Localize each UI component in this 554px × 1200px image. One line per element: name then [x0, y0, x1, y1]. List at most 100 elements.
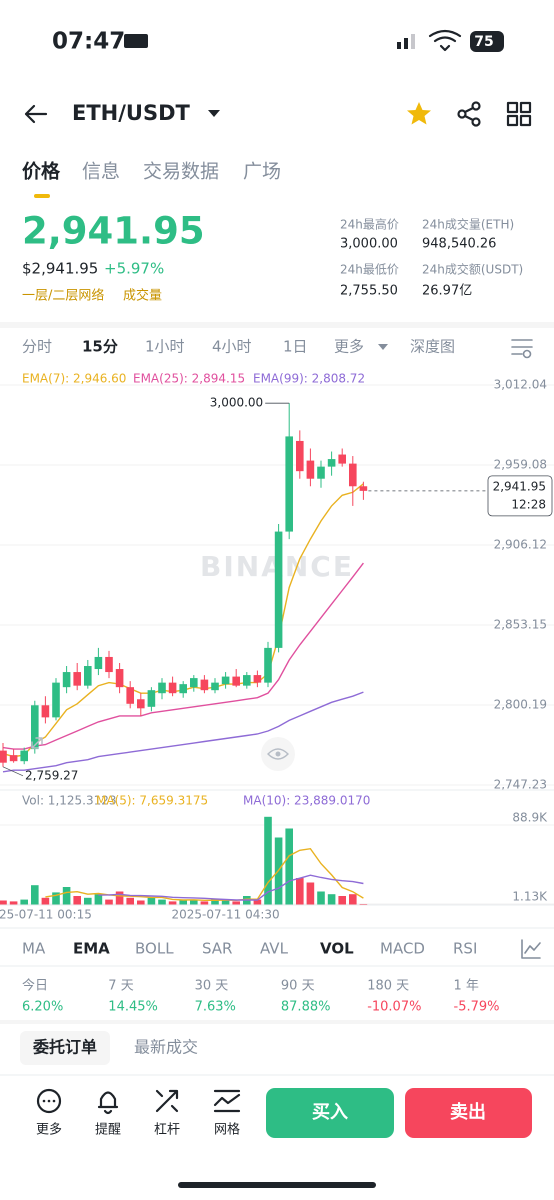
candle-body: [158, 682, 166, 694]
price-change: +5.97%: [104, 260, 164, 278]
price-box: [487, 475, 553, 517]
candle-body: [52, 682, 60, 718]
stat-label: 24h成交额(USDT): [422, 262, 523, 277]
legend-entry: EMA(25): 2,894.15: [133, 372, 245, 386]
candle-body: [274, 531, 283, 648]
tab[interactable]: 交易数据: [143, 161, 219, 183]
volume-bar: [20, 899, 28, 905]
buy-button[interactable]: [266, 1088, 394, 1138]
y-tick-label: 2,747.23: [494, 778, 547, 792]
pair-title[interactable]: ETH/USDT: [72, 101, 191, 125]
y-tick-label: 88.9K: [512, 810, 548, 824]
candle-body: [20, 750, 28, 762]
indicator[interactable]: AVL: [260, 940, 289, 958]
tab[interactable]: 信息: [82, 161, 120, 183]
candle-body: [317, 466, 325, 479]
volume-bar: [105, 899, 113, 905]
volume-chart: Vol: 1,125.3123 88.9K 1.13K MA(5): 7,659.31…: [0, 789, 554, 906]
volume-bar: [317, 891, 325, 905]
candle-body: [285, 436, 293, 532]
volume-bar: [190, 899, 198, 905]
expand-icon[interactable]: [31, 737, 43, 749]
candle-body: [232, 676, 240, 686]
low-label: 2,759.27: [25, 768, 78, 782]
divider: [0, 322, 554, 328]
volume-bar: [73, 896, 81, 905]
volume-bar: [264, 816, 272, 905]
divider: [0, 1020, 554, 1024]
indicator[interactable]: VOL: [320, 940, 354, 958]
interval[interactable]: 15分: [82, 338, 118, 356]
interval[interactable]: 分时: [22, 338, 52, 356]
tag[interactable]: 成交量: [123, 288, 162, 304]
usd-price: $2,941.95: [22, 260, 98, 278]
layout-button[interactable]: [506, 101, 532, 127]
favorite-star[interactable]: [407, 102, 431, 125]
indicator[interactable]: EMA: [73, 940, 110, 958]
more-dropdown[interactable]: [378, 344, 388, 350]
chart-settings[interactable]: [511, 339, 533, 359]
candle-body: [359, 486, 368, 491]
share-button[interactable]: [457, 101, 481, 127]
candle-body: [105, 656, 113, 673]
candle-body: [73, 672, 81, 686]
alert-icon[interactable]: [97, 1091, 119, 1115]
volume-bar: [179, 900, 187, 905]
candle-body: [9, 755, 18, 762]
order-tab[interactable]: 委托订单: [32, 1038, 97, 1057]
legend-entry: MA(10): 23,889.0170: [243, 794, 370, 808]
candle-body: [221, 676, 230, 685]
tab[interactable]: 价格: [22, 160, 61, 183]
volume-bar: [349, 894, 357, 905]
indicator[interactable]: SAR: [202, 940, 232, 958]
indicator[interactable]: MACD: [380, 940, 425, 958]
wifi-icon: [428, 29, 462, 52]
indicator-settings[interactable]: [521, 939, 541, 959]
candle-body: [338, 454, 346, 464]
battery-level: 75: [474, 34, 493, 50]
toolbar-label[interactable]: 杠杆: [154, 1122, 180, 1138]
sell-button[interactable]: [405, 1088, 532, 1138]
y-tick-label: 2,800.19: [494, 698, 547, 712]
toolbar-label[interactable]: 网格: [214, 1122, 240, 1138]
volume-bar: [52, 892, 60, 905]
buy-label[interactable]: 买入: [312, 1102, 348, 1123]
interval[interactable]: 深度图: [410, 338, 455, 356]
tab[interactable]: 广场: [243, 161, 281, 183]
volume-bar: [211, 898, 219, 905]
volume-bar: [338, 896, 346, 905]
back-button[interactable]: [24, 104, 48, 124]
grid-icon[interactable]: [213, 1089, 241, 1113]
interval[interactable]: 4小时: [212, 338, 252, 356]
period-change: 7.63%: [195, 1000, 236, 1015]
toolbar-label[interactable]: 提醒: [95, 1122, 121, 1138]
indicator[interactable]: MA: [22, 940, 46, 958]
visibility-toggle[interactable]: [261, 737, 295, 771]
stat-label: 24h成交量(ETH): [422, 217, 514, 232]
interval[interactable]: 1小时: [145, 338, 185, 356]
order-tab[interactable]: 最新成交: [134, 1038, 198, 1057]
tag[interactable]: 一层/二层网络: [22, 288, 104, 304]
signal-icon: [397, 42, 401, 49]
volume-bar: [0, 900, 7, 905]
toolbar-label[interactable]: 更多: [36, 1122, 62, 1138]
more-icon[interactable]: [36, 1088, 62, 1114]
volume-bar: [296, 878, 304, 905]
sell-label[interactable]: 卖出: [450, 1101, 486, 1123]
indicator-line: [2, 691, 364, 773]
indicator[interactable]: RSI: [453, 940, 477, 958]
interval[interactable]: 1日: [283, 338, 308, 356]
pair-dropdown[interactable]: [208, 110, 220, 117]
candle-body: [296, 440, 304, 472]
indicator-line: [2, 562, 364, 750]
tab-indicator: [34, 194, 50, 198]
indicator[interactable]: BOLL: [135, 940, 174, 958]
interval[interactable]: 更多: [334, 338, 364, 356]
leverage-icon[interactable]: [155, 1089, 179, 1113]
candle-body: [306, 460, 315, 479]
candle-body: [126, 687, 134, 704]
candle-body: [31, 705, 39, 750]
candle-body: [211, 682, 219, 691]
candle-body: [84, 666, 92, 686]
volume-bar: [232, 901, 240, 905]
